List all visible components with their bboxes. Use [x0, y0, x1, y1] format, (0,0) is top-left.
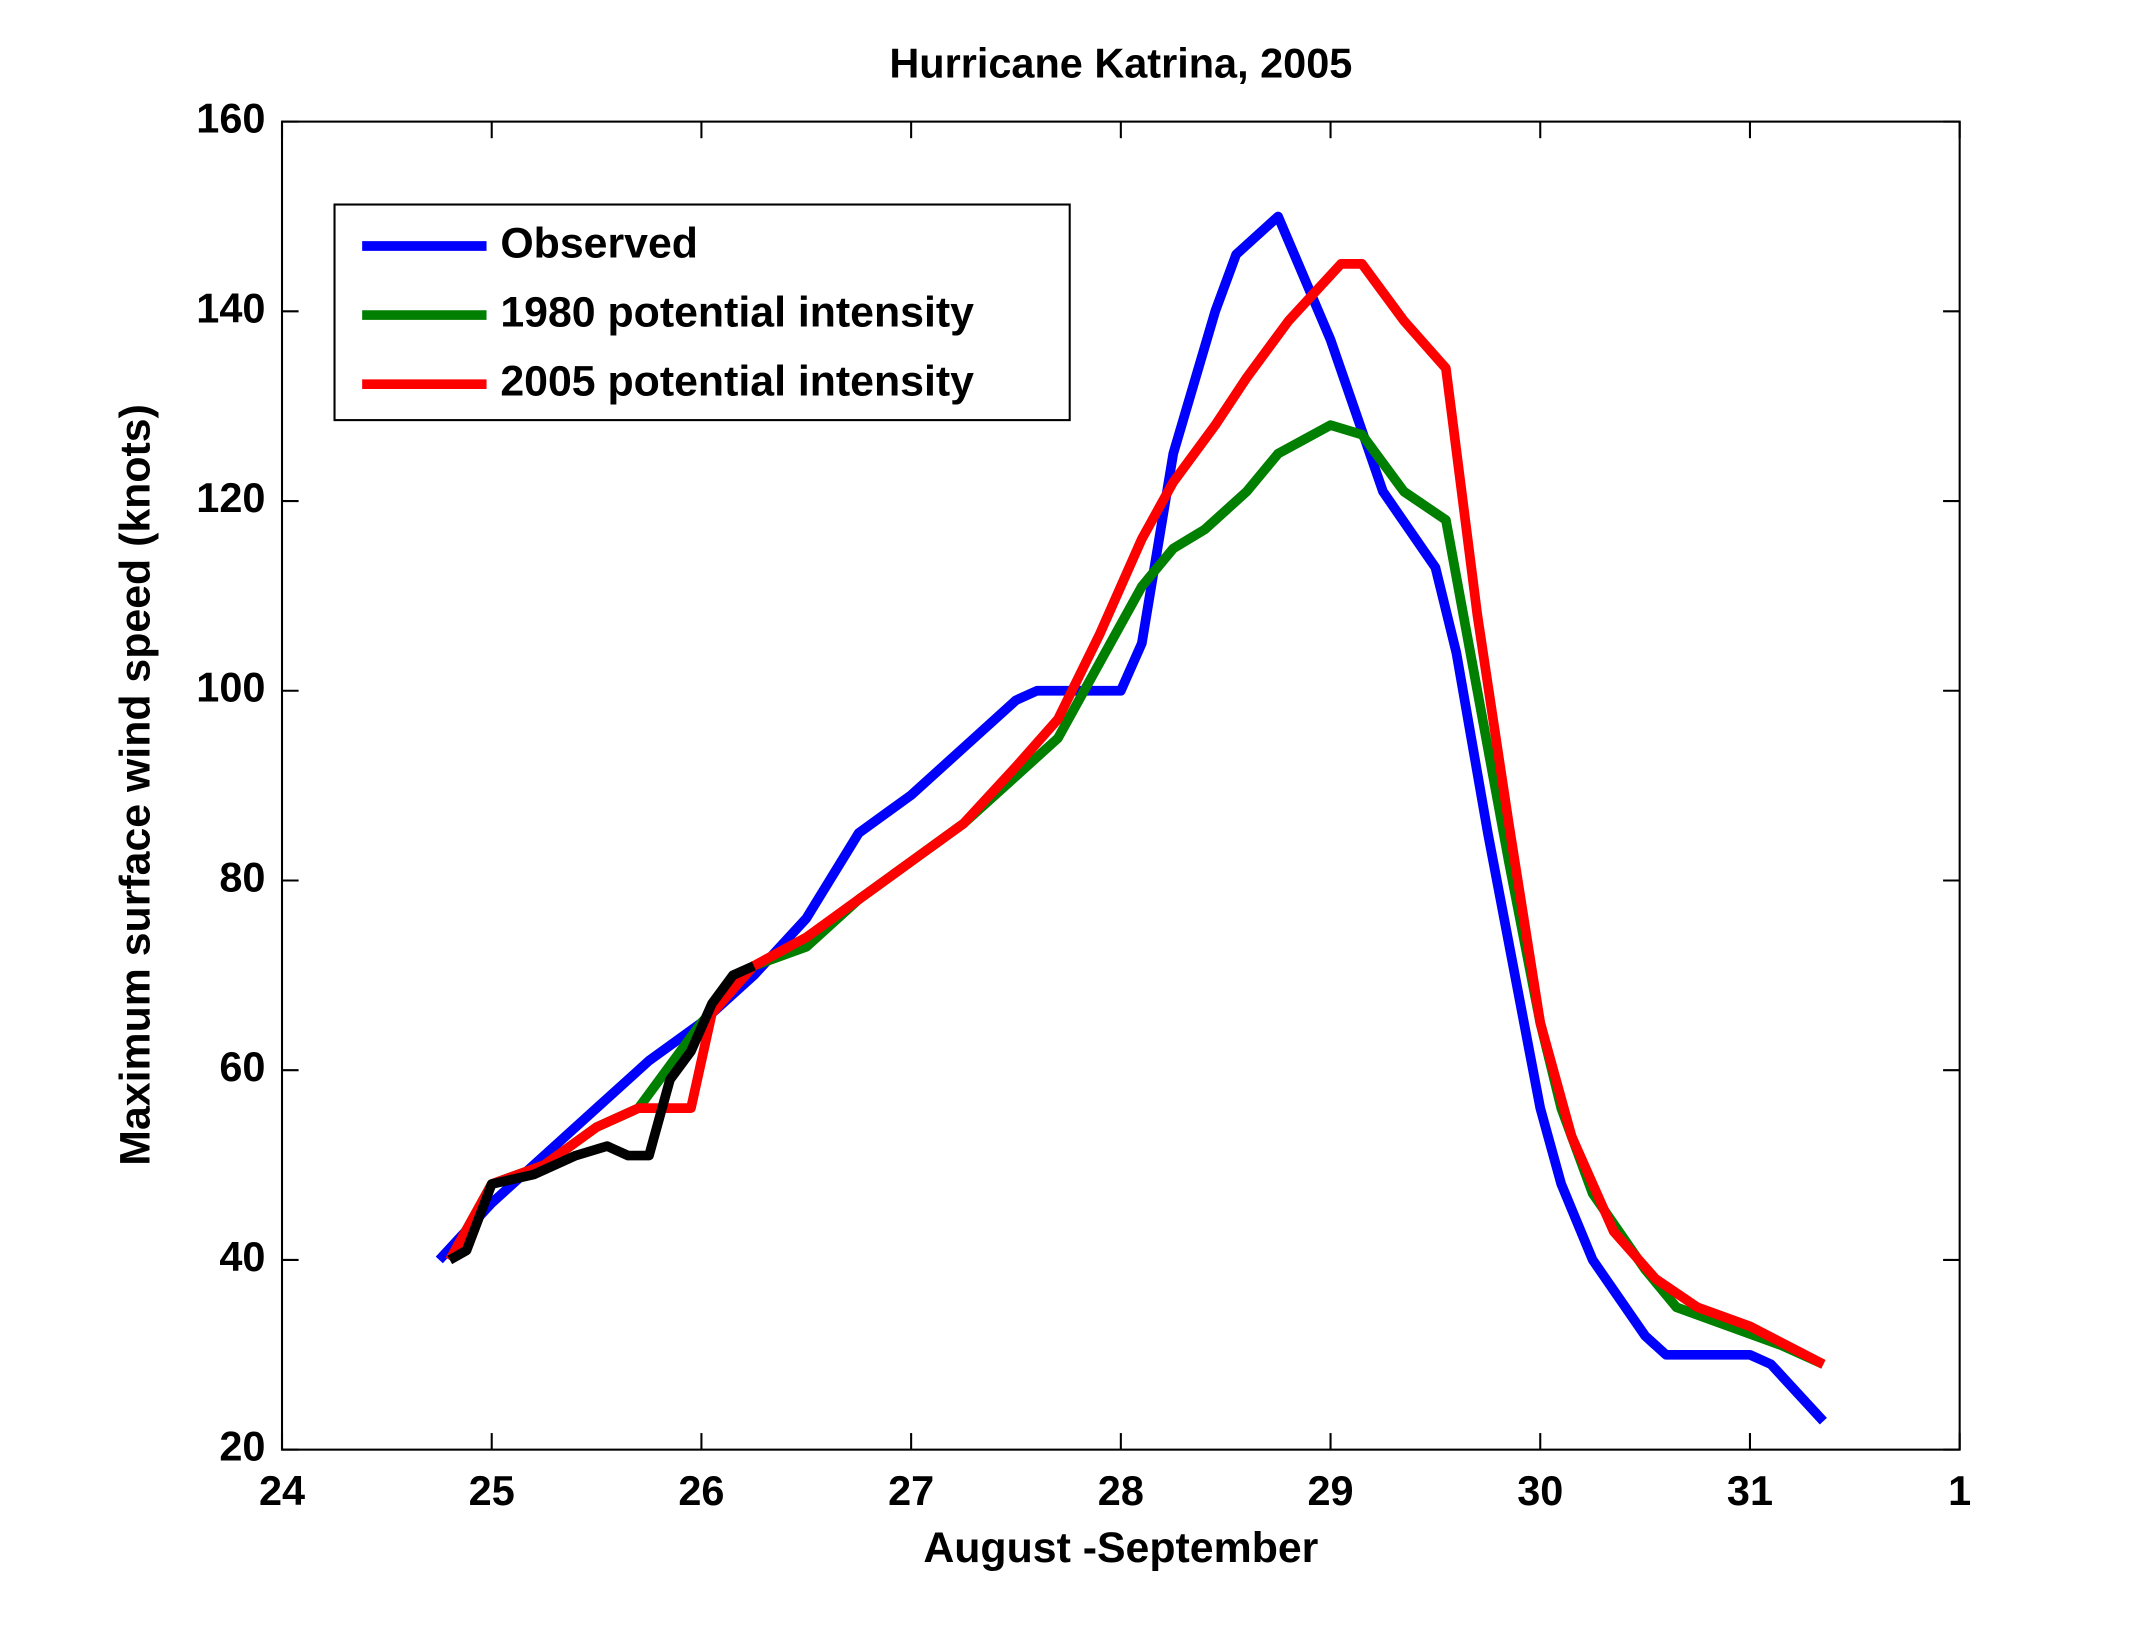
y-tick-label: 40: [219, 1233, 265, 1280]
y-tick-label: 60: [219, 1043, 265, 1090]
y-axis-label: Maximum surface wind speed (knots): [112, 404, 160, 1166]
legend-label: Observed: [500, 219, 698, 267]
x-tick-label: 25: [469, 1467, 515, 1514]
y-tick-label: 120: [196, 474, 265, 521]
y-tick-label: 100: [196, 664, 265, 711]
legend-label: 2005 potential intensity: [500, 357, 974, 405]
y-tick-label: 160: [196, 95, 265, 142]
chart-title: Hurricane Katrina, 2005: [889, 39, 1352, 86]
x-axis-label: August -September: [923, 1524, 1318, 1572]
x-tick-label: 28: [1098, 1467, 1144, 1514]
plot-frame: [280, 120, 1961, 1451]
x-tick-label: 30: [1517, 1467, 1563, 1514]
y-tick-label: 140: [196, 284, 265, 331]
series-line: [447, 961, 756, 1265]
x-tick-label: 24: [259, 1467, 305, 1514]
x-tick-label: 1: [1948, 1467, 1971, 1514]
legend-label: 1980 potential intensity: [500, 288, 974, 336]
series-line: [445, 259, 1826, 1369]
x-tick-label: 31: [1727, 1467, 1773, 1514]
x-tick-label: 27: [888, 1467, 934, 1514]
y-tick-label: 20: [219, 1423, 265, 1470]
y-tick-label: 80: [219, 853, 265, 900]
x-tick-label: 29: [1308, 1467, 1354, 1514]
x-tick-label: 26: [678, 1467, 724, 1514]
